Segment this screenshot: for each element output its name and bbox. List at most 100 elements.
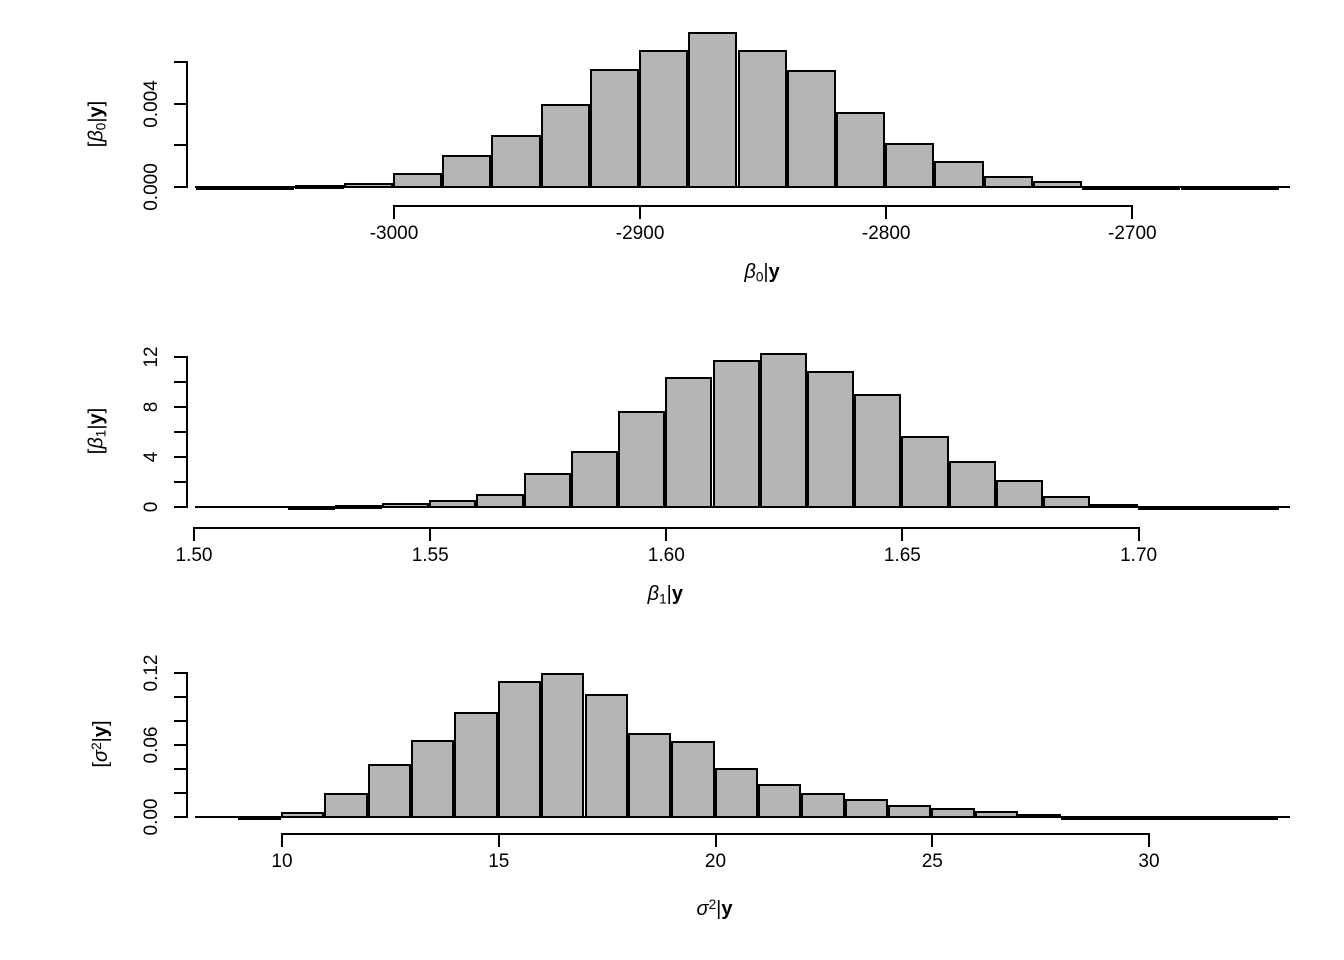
x-tick-label: -2900: [615, 223, 665, 244]
x-tick: [901, 527, 904, 541]
histogram-bar: [411, 740, 455, 818]
x-tick-label: -2700: [1107, 223, 1157, 244]
label-segment: y: [768, 261, 780, 283]
histogram-bar: [974, 811, 1018, 818]
histogram-bar: [324, 792, 368, 818]
histogram-bar: [786, 69, 836, 188]
histogram-bar: [901, 436, 949, 509]
x-tick-label: 1.55: [411, 545, 449, 566]
y-axis-title: [β0|y]: [83, 100, 114, 146]
label-segment: β: [647, 583, 660, 605]
y-axis-line: [186, 61, 188, 188]
x-tick-label: 20: [704, 851, 727, 872]
label-segment: y: [671, 583, 683, 605]
label-segment: |: [90, 737, 113, 743]
label-segment: 2: [88, 742, 104, 750]
label-segment: [: [90, 761, 113, 768]
y-tick: [174, 744, 186, 746]
x-tick-label: 25: [921, 851, 943, 872]
histogram-bar: [688, 32, 738, 188]
x-tick-label: -2800: [861, 223, 911, 244]
histogram-bar: [1232, 506, 1280, 510]
x-axis-title: β1|y: [648, 581, 683, 607]
histogram-bar: [983, 176, 1033, 188]
y-tick: [174, 672, 186, 674]
y-tick-label: 0.000: [141, 163, 162, 211]
histogram-bar: [1184, 506, 1232, 510]
histogram-bar: [836, 112, 886, 188]
x-tick: [1148, 833, 1150, 847]
histogram-bar: [589, 68, 640, 188]
y-tick-label: 0.004: [141, 79, 162, 128]
histogram-bar: [759, 353, 807, 508]
histogram-bar: [584, 694, 628, 818]
label-segment: y: [85, 105, 108, 117]
histogram-bar: [367, 764, 412, 818]
label-segment: [: [85, 141, 108, 147]
y-tick-label: 4: [141, 451, 162, 463]
label-segment: ]: [90, 720, 113, 727]
x-tick: [665, 527, 668, 541]
label-segment: |: [763, 261, 769, 283]
label-segment: σ: [696, 898, 709, 921]
x-tick-label: 1.65: [883, 545, 921, 566]
histogram-bar: [1234, 816, 1279, 820]
histogram-bar: [712, 360, 760, 508]
histogram-bar: [541, 672, 585, 818]
label-segment: 1: [659, 591, 667, 607]
histogram-bar: [381, 503, 430, 508]
label-segment: [: [85, 448, 108, 455]
y-axis-line: [186, 356, 188, 508]
y-tick-label: 12: [141, 346, 162, 368]
x-tick: [931, 833, 934, 847]
histogram-bar: [1043, 496, 1091, 509]
label-segment: 1: [93, 429, 109, 438]
label-segment: y: [90, 726, 113, 738]
histogram-bar: [639, 49, 689, 188]
y-tick: [174, 186, 186, 188]
label-segment: |: [85, 116, 108, 123]
y-tick-label: 8: [141, 401, 162, 413]
y-tick-label: 0.12: [141, 654, 162, 692]
x-tick: [193, 527, 195, 541]
y-tick: [174, 768, 186, 770]
y-tick-label: 0.00: [141, 798, 162, 836]
label-segment: 0: [755, 269, 764, 285]
histogram-bar: [196, 186, 246, 190]
histogram-bar: [1032, 181, 1083, 188]
histogram-bar: [245, 186, 295, 190]
histogram-bar: [1090, 504, 1138, 509]
histogram-bar: [627, 732, 672, 818]
label-segment: |: [716, 898, 722, 921]
label-segment: ]: [85, 100, 108, 106]
histogram-bar: [714, 767, 758, 818]
histogram-bar: [393, 173, 443, 188]
histogram-bar: [497, 681, 542, 818]
y-tick: [174, 456, 186, 458]
x-tick-label: 15: [488, 851, 510, 872]
histogram-bar: [1082, 185, 1132, 190]
histogram-bar: [934, 161, 984, 188]
y-tick: [174, 696, 186, 698]
histogram-bar: [570, 451, 618, 508]
x-tick: [714, 833, 717, 847]
y-tick: [174, 720, 186, 722]
histogram-bar: [476, 493, 524, 508]
histogram-bar: [1104, 816, 1149, 820]
y-tick: [174, 406, 186, 408]
label-segment: β: [744, 261, 756, 283]
y-tick: [174, 506, 186, 508]
histogram-bar: [948, 461, 996, 509]
label-segment: β: [85, 437, 108, 449]
x-tick: [497, 833, 500, 847]
histogram-bar: [665, 377, 713, 508]
y-axis-title: [σ2|y]: [84, 720, 114, 767]
x-tick: [429, 527, 432, 541]
y-axis-title: [β1|y]: [83, 408, 114, 454]
x-tick-label: 1.70: [1120, 545, 1158, 566]
y-tick: [174, 102, 186, 105]
label-segment: |: [85, 424, 108, 430]
histogram-bar: [429, 500, 477, 508]
label-segment: σ: [90, 749, 113, 762]
histogram-bar: [1180, 186, 1230, 190]
